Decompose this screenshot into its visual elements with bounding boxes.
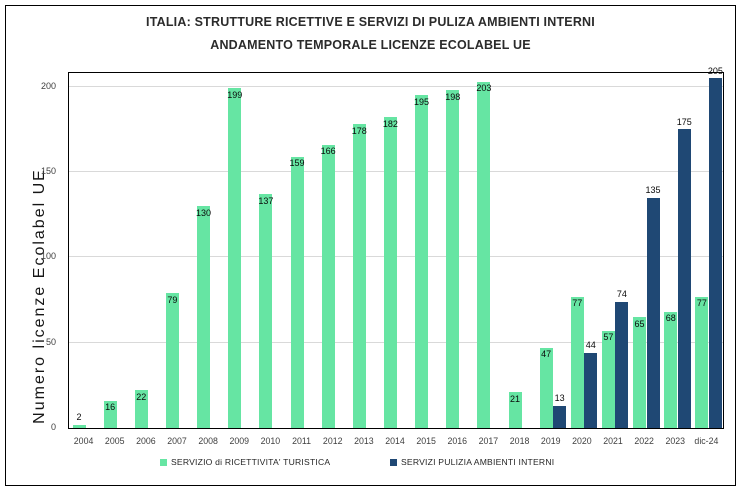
bar-value-ricettivita-2004: 2 (76, 412, 82, 423)
y-tick-label-50: 50 (45, 336, 56, 347)
legend-swatch-blue (390, 458, 397, 466)
bar-value-ricettivita-dic-24: 77 (696, 298, 707, 309)
bar-ricettivita-2010 (259, 194, 273, 428)
bar-ricettivita-2019 (539, 347, 553, 428)
x-tick-label-2011: 2011 (292, 436, 312, 446)
bar-ricettivita-2012 (321, 144, 335, 428)
bar-value-ricettivita-2017: 203 (476, 83, 492, 94)
bar-value-pulizia-2022: 135 (645, 185, 661, 196)
x-tick-label-2018: 2018 (509, 436, 530, 446)
bar-value-pulizia-2020: 44 (585, 340, 596, 351)
bar-value-pulizia-2023: 175 (676, 116, 692, 127)
bar-value-ricettivita-2013: 178 (351, 125, 367, 136)
x-tick-label-2017: 2017 (478, 436, 499, 446)
x-tick-label-2022: 2022 (634, 436, 654, 446)
x-tick-label-2004: 2004 (73, 436, 94, 446)
x-tick-label-2008: 2008 (198, 436, 218, 446)
x-tick-label-2010: 2010 (260, 436, 281, 446)
gridline-200 (69, 85, 723, 87)
bar-value-ricettivita-2021: 57 (603, 332, 614, 343)
bar-value-pulizia-dic-24: 205 (707, 65, 723, 76)
bar-value-ricettivita-2009: 199 (227, 89, 243, 100)
bar-pulizia-2022 (646, 197, 660, 428)
bar-value-ricettivita-2006: 22 (136, 391, 147, 402)
y-tick-label-200: 200 (40, 80, 56, 91)
bar-value-ricettivita-2008: 130 (196, 207, 212, 218)
y-tick-label-0: 0 (50, 422, 56, 432)
bar-ricettivita-2006 (134, 390, 148, 428)
x-tick-label-dic-24: dic-24 (694, 436, 719, 446)
bar-ricettivita-2022 (633, 317, 647, 428)
x-tick-label-2020: 2020 (572, 436, 592, 446)
x-tick-label-2016: 2016 (447, 436, 468, 446)
bar-value-pulizia-2019: 13 (554, 393, 565, 404)
bar-value-ricettivita-2011: 159 (289, 158, 305, 169)
legend-label-pulizia: SERVIZI PULIZIA AMBIENTI INTERNI (401, 457, 555, 467)
bar-ricettivita-2004 (72, 424, 86, 428)
x-tick-label-2009: 2009 (229, 436, 250, 446)
legend-item-pulizia: SERVIZI PULIZIA AMBIENTI INTERNI (390, 457, 554, 467)
x-tick-label-2005: 2005 (104, 436, 125, 446)
bar-ricettivita-2014 (383, 117, 397, 428)
bar-value-ricettivita-2014: 182 (382, 118, 398, 129)
bar-value-ricettivita-2015: 195 (414, 96, 430, 107)
bar-value-ricettivita-2022: 65 (634, 318, 645, 329)
bar-value-ricettivita-2007: 79 (167, 294, 178, 305)
bar-ricettivita-2020 (570, 296, 584, 428)
bar-ricettivita-2016 (446, 90, 460, 428)
bar-value-pulizia-2021: 74 (616, 289, 627, 300)
bar-ricettivita-2011 (290, 156, 304, 428)
bar-value-ricettivita-2020: 77 (572, 298, 583, 309)
bar-ricettivita-2023 (664, 311, 678, 428)
bar-ricettivita-2005 (103, 400, 117, 428)
bar-ricettivita-dic-24 (695, 296, 709, 428)
bar-pulizia-2019 (553, 405, 567, 428)
y-tick-label-150: 150 (40, 165, 56, 176)
bar-pulizia-2020 (584, 352, 598, 428)
bar-pulizia-2023 (677, 129, 691, 428)
bar-ricettivita-2015 (415, 95, 429, 428)
bar-value-ricettivita-2016: 198 (445, 91, 461, 102)
x-tick-label-2012: 2012 (322, 436, 343, 446)
bar-ricettivita-2008 (197, 206, 211, 428)
bar-pulizia-dic-24 (708, 78, 722, 428)
bar-ricettivita-2009 (228, 88, 242, 428)
bar-value-ricettivita-2018: 21 (509, 393, 520, 404)
bar-value-ricettivita-2023: 68 (665, 313, 676, 324)
bar-ricettivita-2021 (601, 330, 615, 428)
chart-title-line1: ITALIA: STRUTTURE RICETTIVE E SERVIZI DI… (146, 15, 595, 29)
y-tick-label-100: 100 (40, 251, 56, 262)
y-axis-title: Numero licenze Ecolabel UE (31, 168, 48, 424)
bar-value-ricettivita-2005: 16 (105, 402, 116, 413)
plot-area: 2 16 22 79 130 199 137 159 166 178 182 195 198 203 21 4… (68, 66, 724, 429)
bar-ricettivita-2007 (165, 293, 179, 428)
x-tick-label-2006: 2006 (136, 436, 156, 446)
bar-value-ricettivita-2019: 47 (541, 349, 552, 360)
x-tick-label-2021: 2021 (603, 436, 623, 446)
bar-ricettivita-2018 (508, 392, 522, 428)
x-tick-label-2015: 2015 (416, 436, 436, 446)
bar-pulizia-2021 (615, 301, 629, 428)
x-tick-label-2019: 2019 (540, 436, 561, 446)
chart-title-line2: ANDAMENTO TEMPORALE LICENZE ECOLABEL UE (210, 38, 531, 52)
legend-item-ricettivita: SERVIZIO di RICETTIVITA' TURISTICA (160, 457, 330, 467)
bar-ricettivita-2013 (352, 124, 366, 428)
bar-value-ricettivita-2012: 166 (320, 146, 336, 157)
x-tick-label-2014: 2014 (385, 436, 405, 446)
legend-swatch-green (160, 458, 167, 466)
x-tick-label-2013: 2013 (354, 436, 374, 446)
bar-ricettivita-2017 (477, 81, 491, 428)
legend-label-ricettivita: SERVIZIO di RICETTIVITA' TURISTICA (171, 457, 331, 467)
chart-title: ITALIA: STRUTTURE RICETTIVE E SERVIZI DI… (0, 11, 741, 57)
x-tick-label-2023: 2023 (665, 436, 686, 446)
x-tick-label-2007: 2007 (167, 436, 187, 446)
bar-value-ricettivita-2010: 137 (258, 195, 274, 206)
